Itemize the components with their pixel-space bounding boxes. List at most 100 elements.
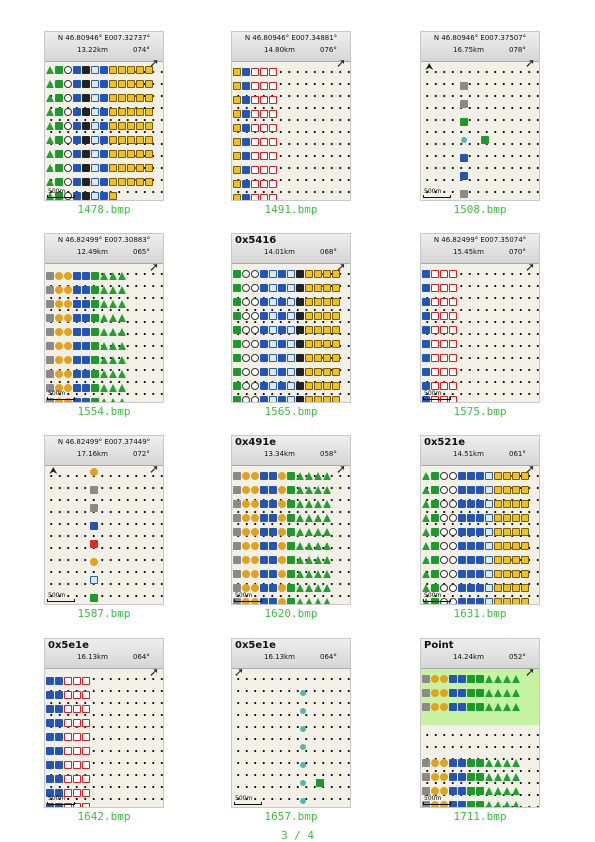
distance: 16.75km [453, 46, 484, 54]
scale-label: 500m [424, 188, 442, 195]
poi-column [233, 669, 350, 807]
scale-bar [47, 195, 75, 198]
map-screen[interactable]: N 46.82499° E007.37449° 17.16km 072° ⮝ ➚ … [44, 435, 164, 605]
filename-caption: 1491.bmp [264, 203, 318, 216]
pointer-arrow-icon: ➚ [148, 260, 159, 274]
bearing: 076° [320, 46, 337, 54]
map-screen[interactable]: N 46.82499° E007.35074° 15.45km 070° ➚ 50… [420, 233, 540, 403]
filename-caption: 1642.bmp [77, 810, 131, 823]
scale-bar [423, 397, 451, 400]
map-screen[interactable]: 0x5e1e 16.13km 064° ➚ 500m [231, 638, 351, 808]
map-screen[interactable]: N 46.80946° E007.37507° 16.75km 078° ⮝ ➚ … [420, 31, 540, 201]
filename-caption: 1478.bmp [77, 203, 131, 216]
header-bar: 0x491e 13.34km 058° [232, 436, 350, 466]
poi-rows [46, 62, 163, 200]
header-bar: 0x5e1e 16.13km 064° [232, 639, 350, 669]
header-bar: Point 14.24km 052° [421, 639, 539, 669]
scale-bar [234, 802, 262, 805]
coordinates: N 46.82499° E007.35074° [433, 236, 527, 244]
scale-label: 500m [235, 592, 253, 599]
poi-rows [46, 264, 163, 402]
distance: 14.01km [264, 248, 295, 256]
distance: 13.34km [264, 450, 295, 458]
scale-bar [234, 599, 262, 602]
scale-label: 500m [48, 188, 66, 195]
map-screen[interactable]: N 46.80946° E007.32737° 13.22km 074° ➚ 50… [44, 31, 164, 201]
map-screen[interactable]: 0x5e1e 16.13km 064° ➚ 500m [44, 638, 164, 808]
distance: 14.51km [453, 450, 484, 458]
distance: 14.24km [453, 653, 484, 661]
scale-label: 500m [424, 390, 442, 397]
coordinates: N 46.82499° E007.37449° [57, 438, 151, 446]
filename-caption: 1631.bmp [453, 607, 507, 620]
poi-rows [46, 669, 163, 807]
bearing: 070° [509, 248, 526, 256]
header-bar: N 46.80946° E007.32737° 13.22km 074° [45, 32, 163, 62]
map-grid [232, 669, 350, 807]
bearing: 061° [509, 450, 526, 458]
poi-type-code: 0x5e1e [235, 640, 276, 651]
pointer-arrow-icon: ➚ [234, 665, 245, 679]
poi-column [422, 62, 539, 200]
map-screen[interactable]: 0x5416 14.01km 068° ➚ [231, 233, 351, 403]
poi-rows [233, 466, 350, 604]
distance: 14.80km [264, 46, 295, 54]
scale-label: 500m [48, 592, 66, 599]
pointer-arrow-icon: ➚ [148, 665, 159, 679]
filename-caption: 1657.bmp [264, 810, 318, 823]
header-bar: N 46.80946° E007.37507° 16.75km 078° [421, 32, 539, 62]
pointer-arrow-icon: ➚ [148, 462, 159, 476]
pointer-arrow-icon: ➚ [148, 56, 159, 70]
map-grid [421, 62, 539, 200]
poi-column [46, 466, 163, 604]
poi-rows [422, 264, 539, 402]
scale-bar [47, 599, 75, 602]
poi-rows [422, 466, 539, 604]
bearing: 074° [133, 46, 150, 54]
bearing: 064° [133, 653, 150, 661]
header-bar: 0x5e1e 16.13km 064° [45, 639, 163, 669]
filename-caption: 1711.bmp [453, 810, 507, 823]
coordinates: N 46.82499° E007.30883° [57, 236, 151, 244]
scale-bar [47, 802, 75, 805]
poi-type-code: 0x521e [424, 437, 466, 448]
map-grid [45, 466, 163, 604]
poi-rows [233, 62, 350, 200]
poi-type-code: 0x5e1e [48, 640, 89, 651]
north-arrow-icon: ⮝ [49, 466, 58, 477]
page-indicator: 3 / 4 [280, 829, 315, 842]
pointer-arrow-icon: ➚ [524, 260, 535, 274]
scale-label: 500m [48, 795, 66, 802]
bearing: 078° [509, 46, 526, 54]
filename-caption: 1554.bmp [77, 405, 131, 418]
scale-label: 500m [235, 795, 253, 802]
poi-type-code: Point [424, 640, 454, 651]
scale-label: 500m [48, 390, 66, 397]
map-screen[interactable]: Point 14.24km 052° ➚ 500m [420, 638, 540, 808]
header-bar: 0x5416 14.01km 068° [232, 234, 350, 264]
scale-bar [47, 397, 75, 400]
map-screen[interactable]: N 46.80946° E007.34881° 14.80km 076° ➚ [231, 31, 351, 201]
poi-rows [233, 264, 350, 402]
distance: 16.13km [264, 653, 295, 661]
filename-caption: 1565.bmp [264, 405, 318, 418]
poi-rows [422, 669, 539, 807]
scale-label: 500m [424, 592, 442, 599]
map-screen[interactable]: 0x521e 14.51km 061° ➚ 500m [420, 435, 540, 605]
bearing: 065° [133, 248, 150, 256]
north-arrow-icon: ⮝ [425, 62, 434, 73]
distance: 12.49km [77, 248, 108, 256]
map-screen[interactable]: N 46.82499° E007.30883° 12.49km 065° ➚ 50… [44, 233, 164, 403]
distance: 13.22km [77, 46, 108, 54]
scale-bar [423, 802, 451, 805]
poi-type-code: 0x5416 [235, 235, 277, 246]
pointer-arrow-icon: ➚ [335, 462, 346, 476]
header-bar: N 46.82499° E007.37449° 17.16km 072° [45, 436, 163, 466]
coordinates: N 46.80946° E007.34881° [244, 34, 338, 42]
coordinates: N 46.80946° E007.32737° [57, 34, 151, 42]
coordinates: N 46.80946° E007.37507° [433, 34, 527, 42]
scale-bar [423, 599, 451, 602]
pointer-arrow-icon: ➚ [335, 260, 346, 274]
pointer-arrow-icon: ➚ [524, 665, 535, 679]
map-screen[interactable]: 0x491e 13.34km 058° ➚ 500m [231, 435, 351, 605]
